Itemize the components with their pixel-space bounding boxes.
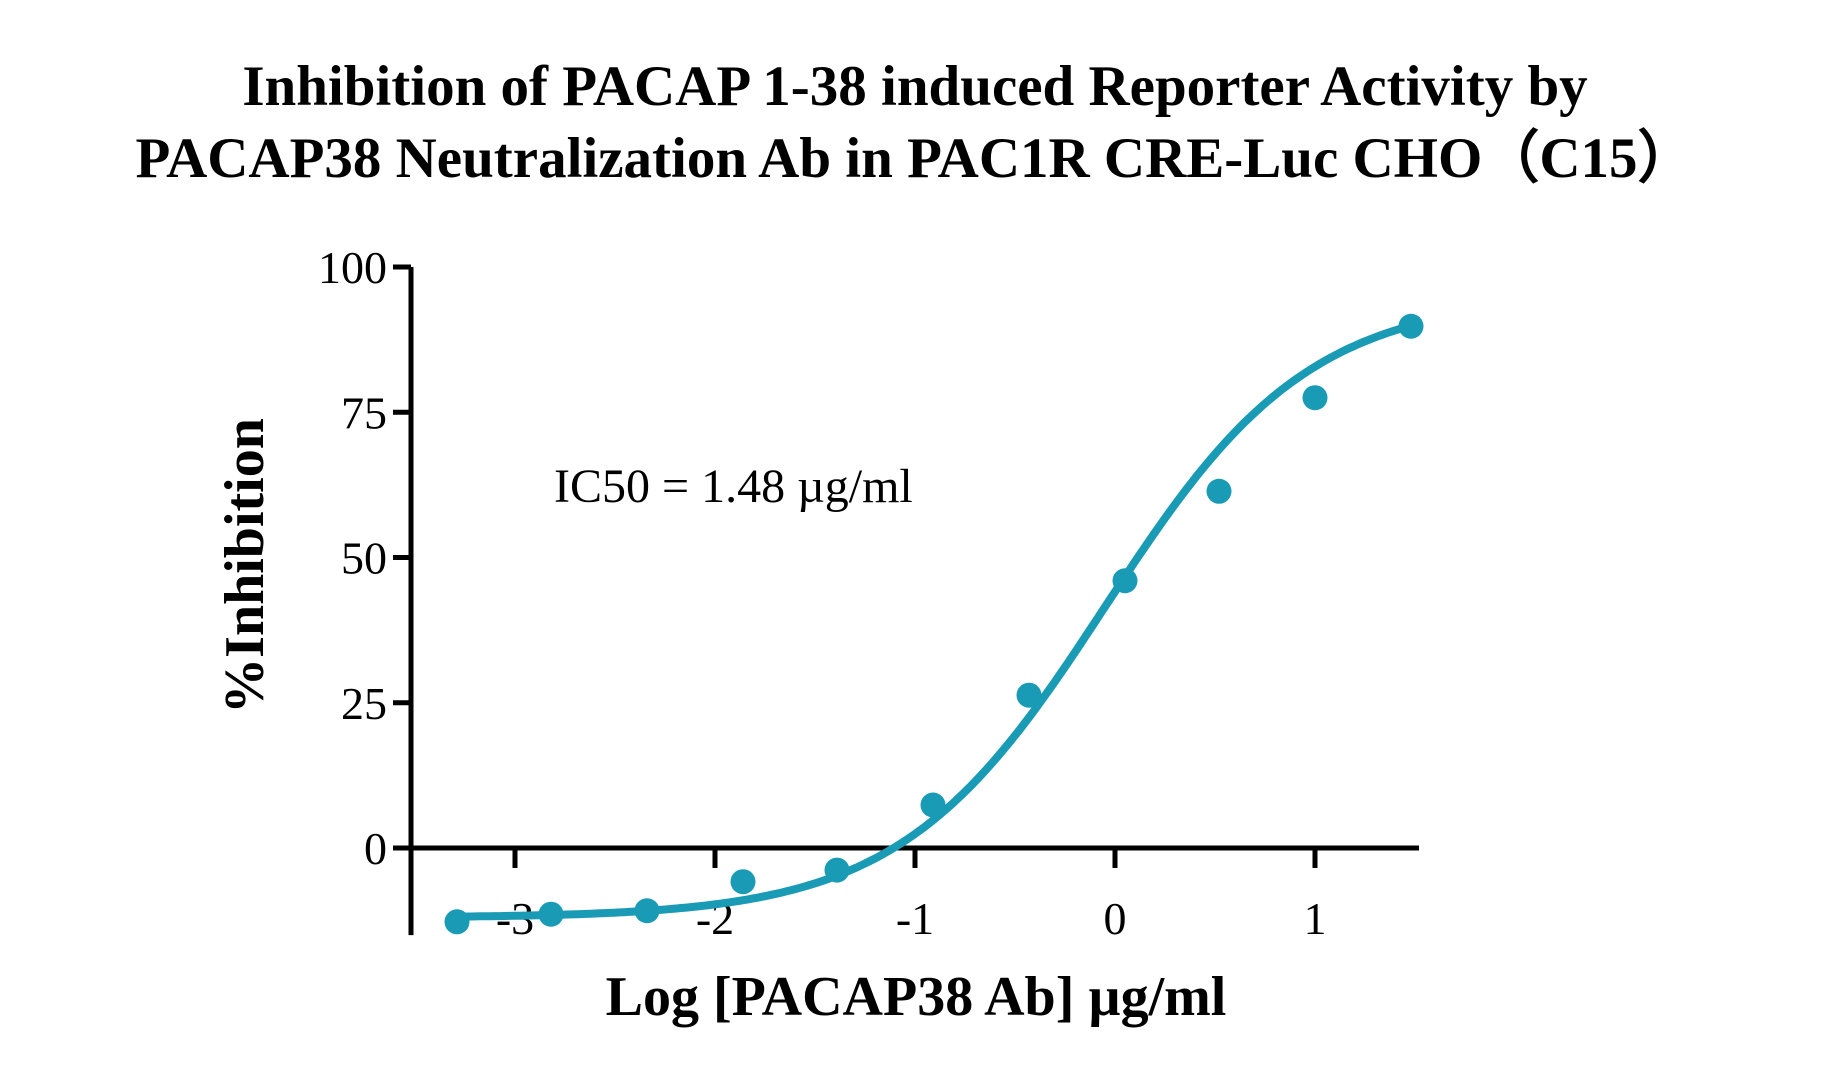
data-point	[538, 901, 564, 927]
chart-title-line-2: PACAP38 Neutralization Ab in PAC1R CRE-L…	[135, 127, 1695, 190]
data-point	[634, 898, 660, 924]
data-point	[730, 869, 756, 895]
chart-title-line-1: Inhibition of PACAP 1-38 induced Reporte…	[242, 55, 1588, 118]
y-tick-label: 0	[364, 823, 387, 874]
data-point	[824, 857, 850, 883]
data-point	[1112, 568, 1138, 594]
x-tick-label: 0	[1104, 893, 1127, 944]
data-point	[1398, 313, 1424, 339]
y-tick-label: 50	[341, 533, 387, 584]
y-tick-label: 75	[341, 387, 387, 438]
data-point	[920, 792, 946, 818]
y-axis-label: %Inhibition	[214, 418, 276, 714]
data-point	[1016, 682, 1042, 708]
data-point	[1302, 385, 1328, 411]
x-tick-label: 1	[1304, 893, 1327, 944]
x-tick-label: -1	[896, 893, 934, 944]
data-point	[444, 909, 470, 935]
y-tick-label: 100	[318, 242, 387, 293]
y-tick-label: 25	[341, 678, 387, 729]
data-point	[1206, 478, 1232, 504]
x-axis-label: Log [PACAP38 Ab] µg/ml	[606, 966, 1227, 1028]
ic50-annotation: IC50 = 1.48 µg/ml	[554, 460, 913, 513]
fit-curve	[453, 321, 1415, 921]
